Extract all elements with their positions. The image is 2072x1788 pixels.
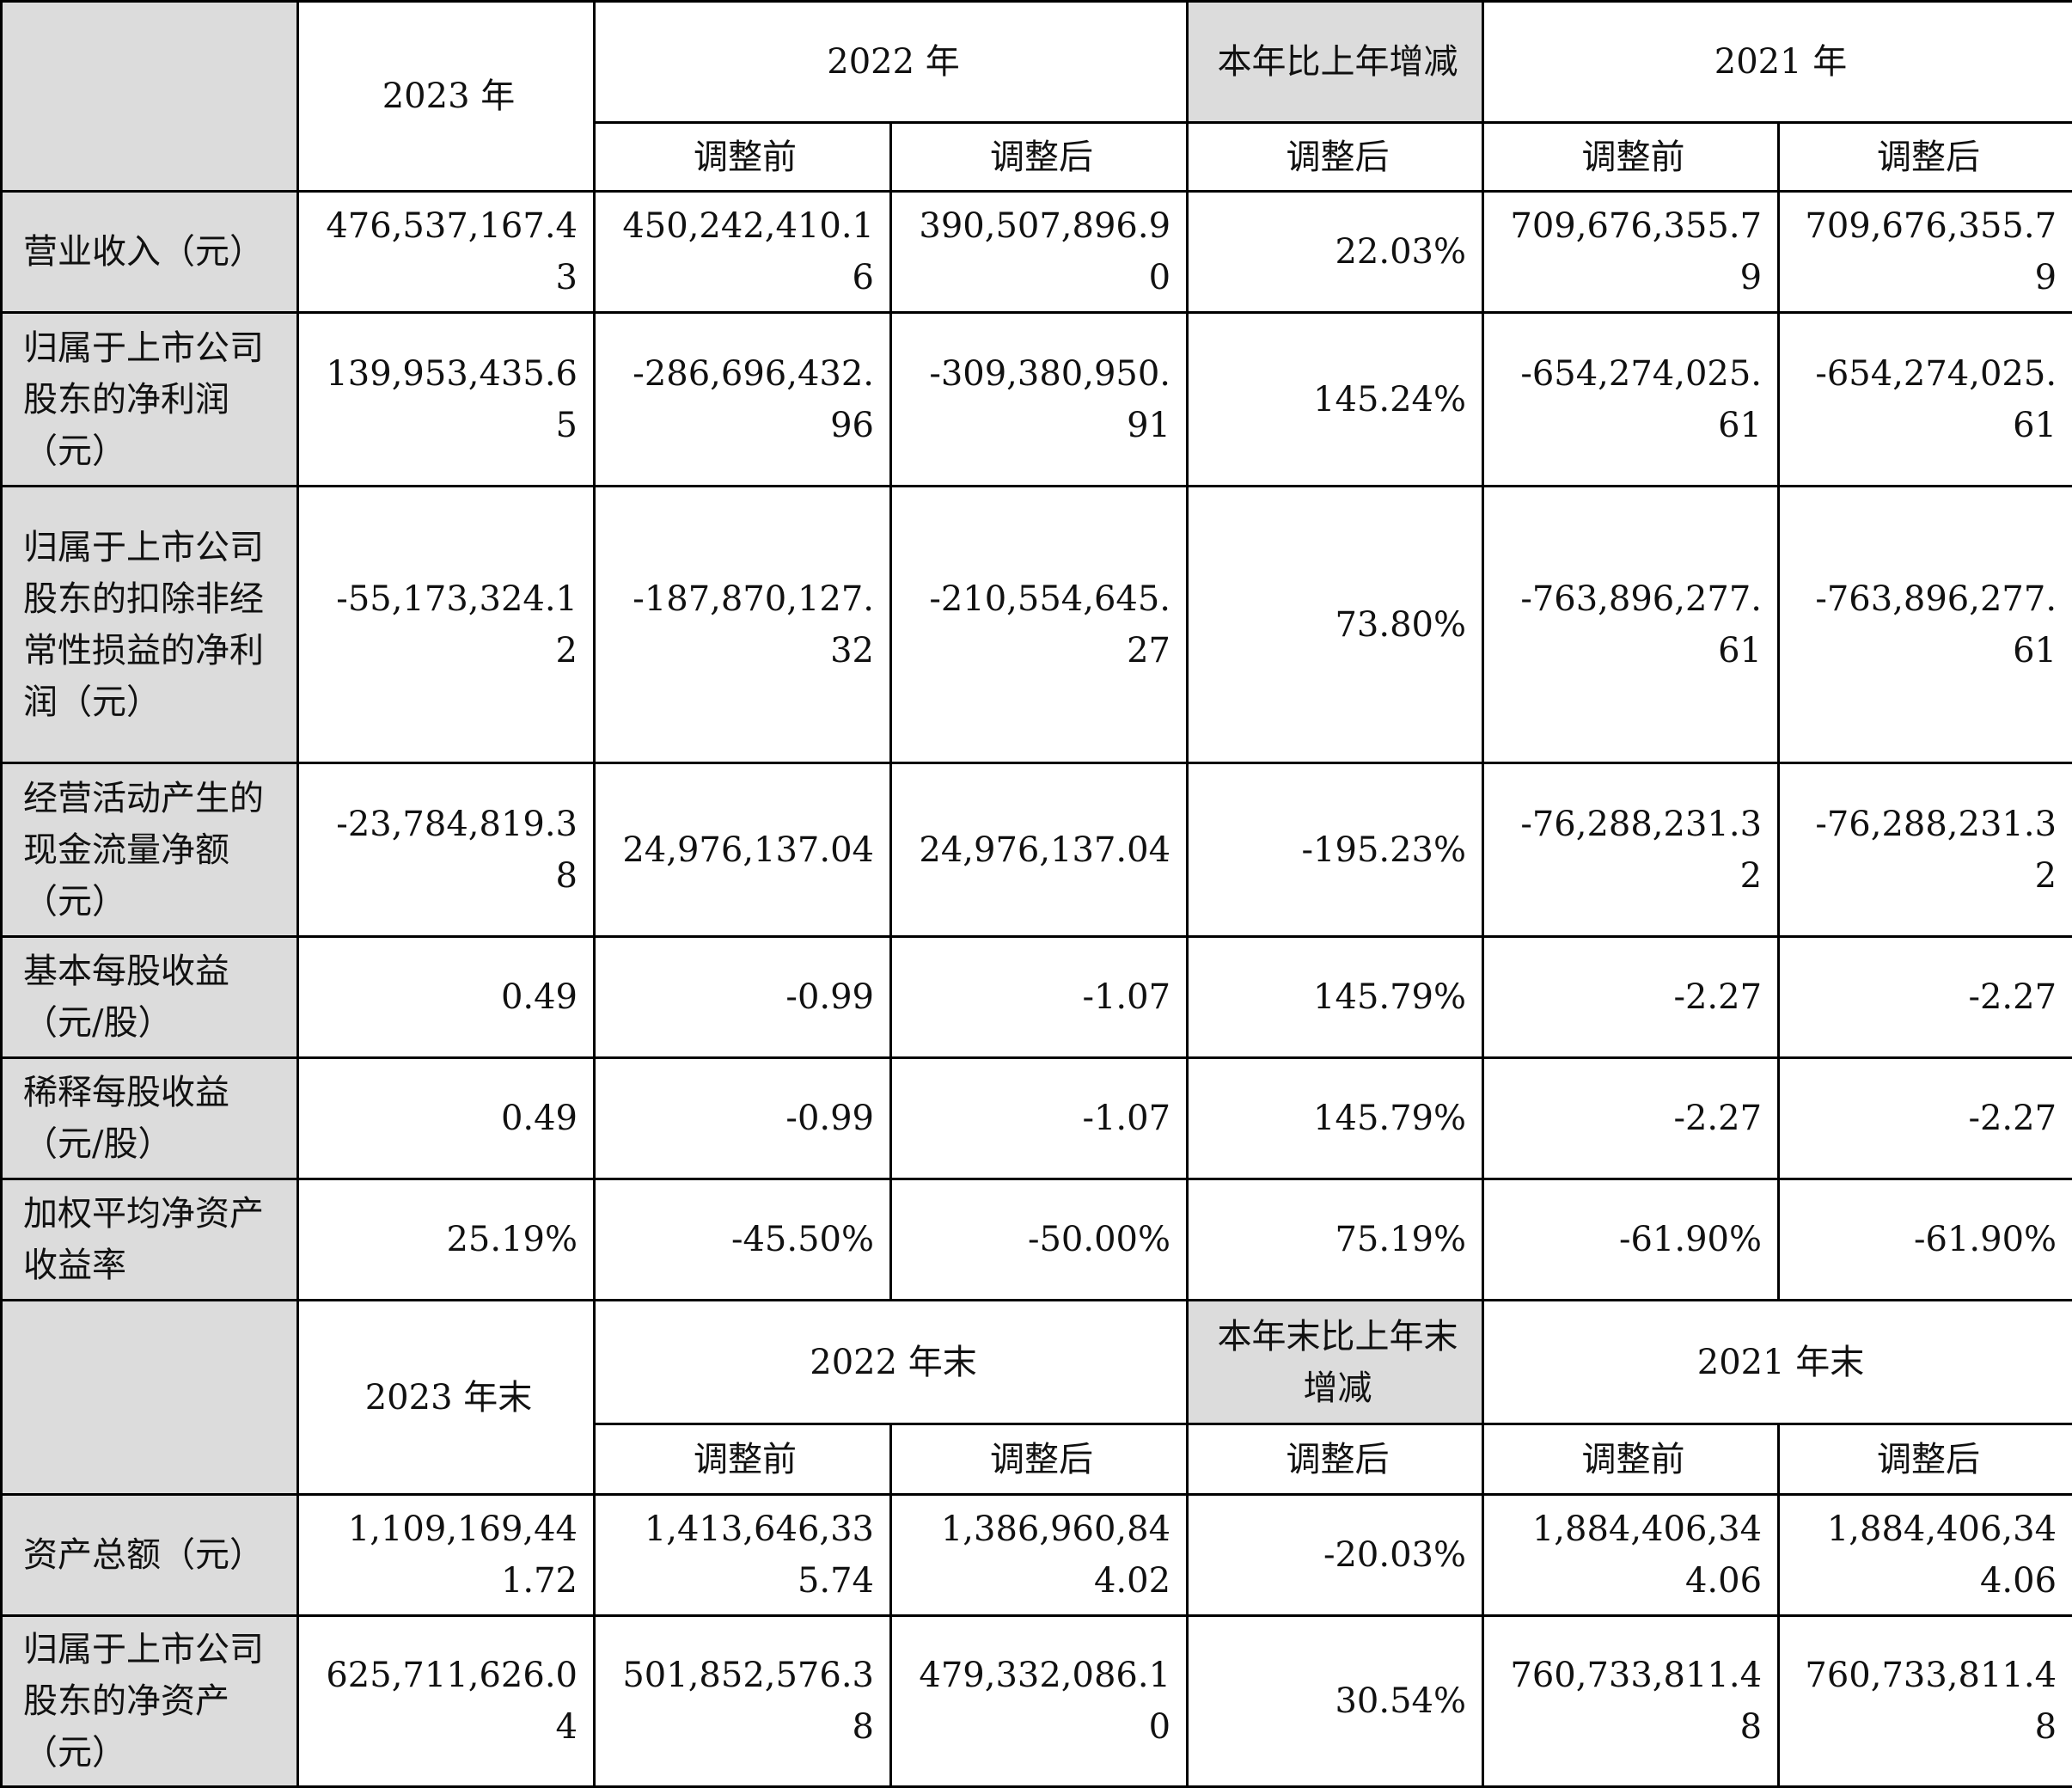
cell-value: -654,274,025.61 (1483, 313, 1779, 487)
cell-value: 625,711,626.04 (298, 1616, 595, 1787)
cell-value: 24,976,137.04 (595, 763, 891, 937)
cell-value: 73.80% (1188, 487, 1483, 763)
cell-value: 24,976,137.04 (891, 763, 1188, 937)
subheader2-2021-after: 调整后 (1779, 1424, 2072, 1495)
cell-value: -45.50% (595, 1179, 891, 1301)
subheader2-change-after: 调整后 (1188, 1424, 1483, 1495)
cell-value: -76,288,231.32 (1483, 763, 1779, 937)
cell-value: 760,733,811.48 (1483, 1616, 1779, 1787)
cell-value: -2.27 (1779, 1058, 2072, 1179)
header-2022-end: 2022 年末 (595, 1301, 1188, 1424)
table-row: 基本每股收益（元/股） 0.49 -0.99 -1.07 145.79% -2.… (2, 937, 2072, 1058)
cell-value: -309,380,950.91 (891, 313, 1188, 487)
subheader2-2021-before: 调整前 (1483, 1424, 1779, 1495)
cell-value: 450,242,410.16 (595, 192, 891, 313)
table-row: 营业收入（元） 476,537,167.43 450,242,410.16 39… (2, 192, 2072, 313)
cell-value: 1,884,406,344.06 (1779, 1495, 2072, 1616)
table-row: 经营活动产生的现金流量净额（元） -23,784,819.38 24,976,1… (2, 763, 2072, 937)
row-label-net-assets: 归属于上市公司股东的净资产（元） (2, 1616, 298, 1787)
cell-value: 0.49 (298, 937, 595, 1058)
cell-value: 145.79% (1188, 1058, 1483, 1179)
table-row: 资产总额（元） 1,109,169,441.72 1,413,646,335.7… (2, 1495, 2072, 1616)
cell-value: 1,386,960,844.02 (891, 1495, 1188, 1616)
cell-value: 1,884,406,344.06 (1483, 1495, 1779, 1616)
cell-value: -0.99 (595, 937, 891, 1058)
cell-value: -763,896,277.61 (1779, 487, 2072, 763)
cell-value: 390,507,896.90 (891, 192, 1188, 313)
cell-value: -0.99 (595, 1058, 891, 1179)
cell-value: -61.90% (1483, 1179, 1779, 1301)
header-corner-cell (2, 2, 298, 192)
cell-value: 0.49 (298, 1058, 595, 1179)
row-label-net-profit: 归属于上市公司股东的净利润（元） (2, 313, 298, 487)
cell-value: 476,537,167.43 (298, 192, 595, 313)
cell-value: -61.90% (1779, 1179, 2072, 1301)
cell-value: 709,676,355.79 (1779, 192, 2072, 313)
cell-value: -23,784,819.38 (298, 763, 595, 937)
cell-value: 75.19% (1188, 1179, 1483, 1301)
subheader-change-after: 调整后 (1188, 123, 1483, 192)
row-label-basic-eps: 基本每股收益（元/股） (2, 937, 298, 1058)
cell-value: 25.19% (298, 1179, 595, 1301)
subheader2-2022-after: 调整后 (891, 1424, 1188, 1495)
cell-value: 760,733,811.48 (1779, 1616, 2072, 1787)
cell-value: 145.79% (1188, 937, 1483, 1058)
header-yoy-end-change: 本年末比上年末增减 (1188, 1301, 1483, 1424)
cell-value: 139,953,435.65 (298, 313, 595, 487)
cell-value: -2.27 (1779, 937, 2072, 1058)
table-row: 归属于上市公司股东的净利润（元） 139,953,435.65 -286,696… (2, 313, 2072, 487)
cell-value: -1.07 (891, 1058, 1188, 1179)
row-label-revenue: 营业收入（元） (2, 192, 298, 313)
table-row: 加权平均净资产收益率 25.19% -45.50% -50.00% 75.19%… (2, 1179, 2072, 1301)
subheader-2021-after: 调整后 (1779, 123, 2072, 192)
table-row: 稀释每股收益（元/股） 0.49 -0.99 -1.07 145.79% -2.… (2, 1058, 2072, 1179)
row-label-diluted-eps: 稀释每股收益（元/股） (2, 1058, 298, 1179)
cell-value: 479,332,086.10 (891, 1616, 1188, 1787)
table-row: 归属于上市公司股东的扣除非经常性损益的净利润（元） -55,173,324.12… (2, 487, 2072, 763)
subheader-2022-after: 调整后 (891, 123, 1188, 192)
table-row: 归属于上市公司股东的净资产（元） 625,711,626.04 501,852,… (2, 1616, 2072, 1787)
cell-value: 30.54% (1188, 1616, 1483, 1787)
cell-value: -76,288,231.32 (1779, 763, 2072, 937)
cell-value: -187,870,127.32 (595, 487, 891, 763)
header-2023: 2023 年 (298, 2, 595, 192)
cell-value: -55,173,324.12 (298, 487, 595, 763)
cell-value: 501,852,576.38 (595, 1616, 891, 1787)
row-label-deducted-net-profit: 归属于上市公司股东的扣除非经常性损益的净利润（元） (2, 487, 298, 763)
header-2023-end: 2023 年末 (298, 1301, 595, 1495)
subheader-2022-before: 调整前 (595, 123, 891, 192)
subheader-2021-before: 调整前 (1483, 123, 1779, 192)
row-label-operating-cash-flow: 经营活动产生的现金流量净额（元） (2, 763, 298, 937)
cell-value: -2.27 (1483, 937, 1779, 1058)
cell-value: 709,676,355.79 (1483, 192, 1779, 313)
cell-value: -1.07 (891, 937, 1188, 1058)
cell-value: -50.00% (891, 1179, 1188, 1301)
cell-value: -20.03% (1188, 1495, 1483, 1616)
header-2022: 2022 年 (595, 2, 1188, 123)
header-2021-end: 2021 年末 (1483, 1301, 2072, 1424)
cell-value: -763,896,277.61 (1483, 487, 1779, 763)
cell-value: -286,696,432.96 (595, 313, 891, 487)
cell-value: 1,413,646,335.74 (595, 1495, 891, 1616)
header-yoy-change: 本年比上年增减 (1188, 2, 1483, 123)
subheader2-2022-before: 调整前 (595, 1424, 891, 1495)
cell-value: 1,109,169,441.72 (298, 1495, 595, 1616)
row-label-total-assets: 资产总额（元） (2, 1495, 298, 1616)
cell-value: -210,554,645.27 (891, 487, 1188, 763)
cell-value: -654,274,025.61 (1779, 313, 2072, 487)
cell-value: 145.24% (1188, 313, 1483, 487)
row-label-weighted-roe: 加权平均净资产收益率 (2, 1179, 298, 1301)
cell-value: -195.23% (1188, 763, 1483, 937)
cell-value: -2.27 (1483, 1058, 1779, 1179)
header2-corner-cell (2, 1301, 298, 1495)
header-2021: 2021 年 (1483, 2, 2072, 123)
cell-value: 22.03% (1188, 192, 1483, 313)
